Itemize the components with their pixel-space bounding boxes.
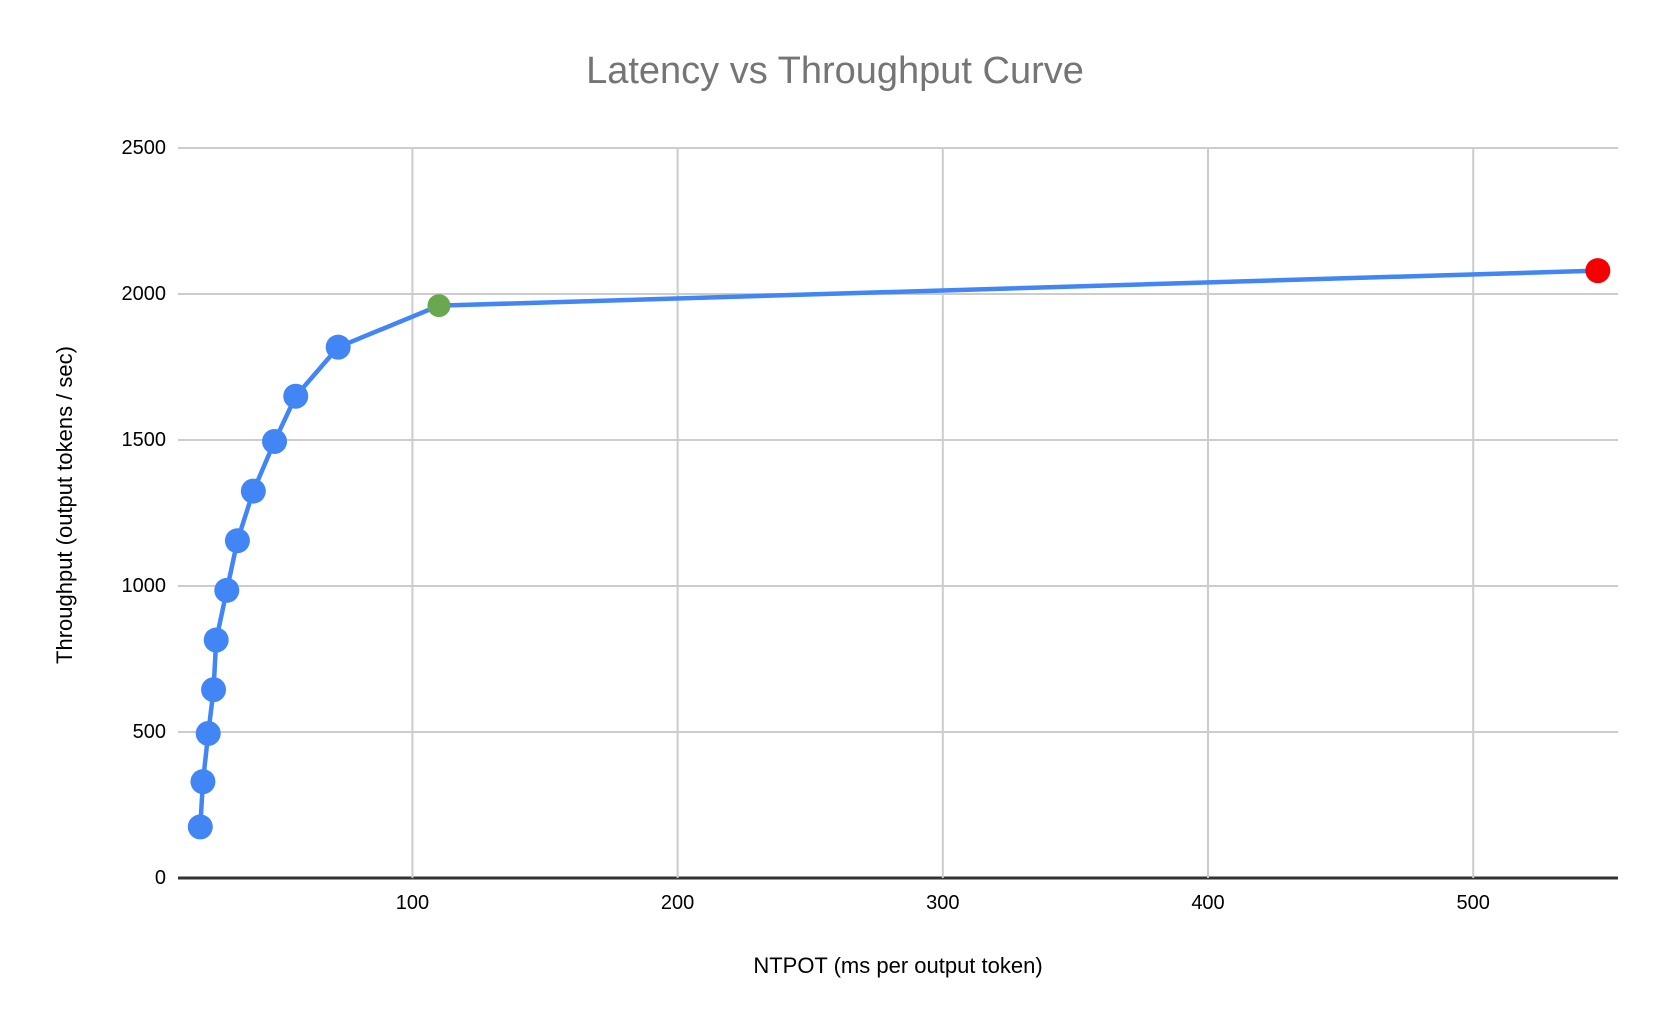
data-point-blue — [187, 814, 213, 840]
x-axis-title: NTPOT (ms per output token) — [753, 953, 1043, 978]
data-point-red — [1585, 258, 1611, 284]
data-point-blue — [283, 383, 309, 409]
data-point-blue — [214, 577, 240, 603]
x-tick-label: 500 — [1456, 892, 1490, 914]
y-tick-label: 2000 — [121, 283, 167, 305]
y-tick-label: 1500 — [121, 429, 167, 451]
y-tick-label: 2500 — [121, 137, 167, 159]
y-tick-label: 500 — [132, 721, 166, 743]
data-point-blue — [190, 769, 216, 795]
data-point-blue — [224, 528, 250, 554]
data-point-blue — [325, 334, 351, 360]
data-point-green — [427, 294, 451, 318]
data-point-blue — [201, 677, 227, 703]
x-tick-label: 200 — [660, 892, 695, 914]
data-point-blue — [240, 478, 266, 504]
y-tick-label: 0 — [154, 867, 166, 889]
chart-title: Latency vs Throughput Curve — [586, 50, 1084, 92]
x-tick-label: 100 — [395, 892, 430, 914]
data-point-blue — [203, 627, 229, 653]
y-tick-label: 1000 — [121, 575, 167, 597]
x-tick-label: 400 — [1191, 892, 1225, 914]
series-line — [198, 268, 1601, 830]
x-tick-label: 300 — [926, 892, 960, 914]
data-point-blue — [195, 720, 221, 746]
data-point-blue — [262, 428, 288, 454]
